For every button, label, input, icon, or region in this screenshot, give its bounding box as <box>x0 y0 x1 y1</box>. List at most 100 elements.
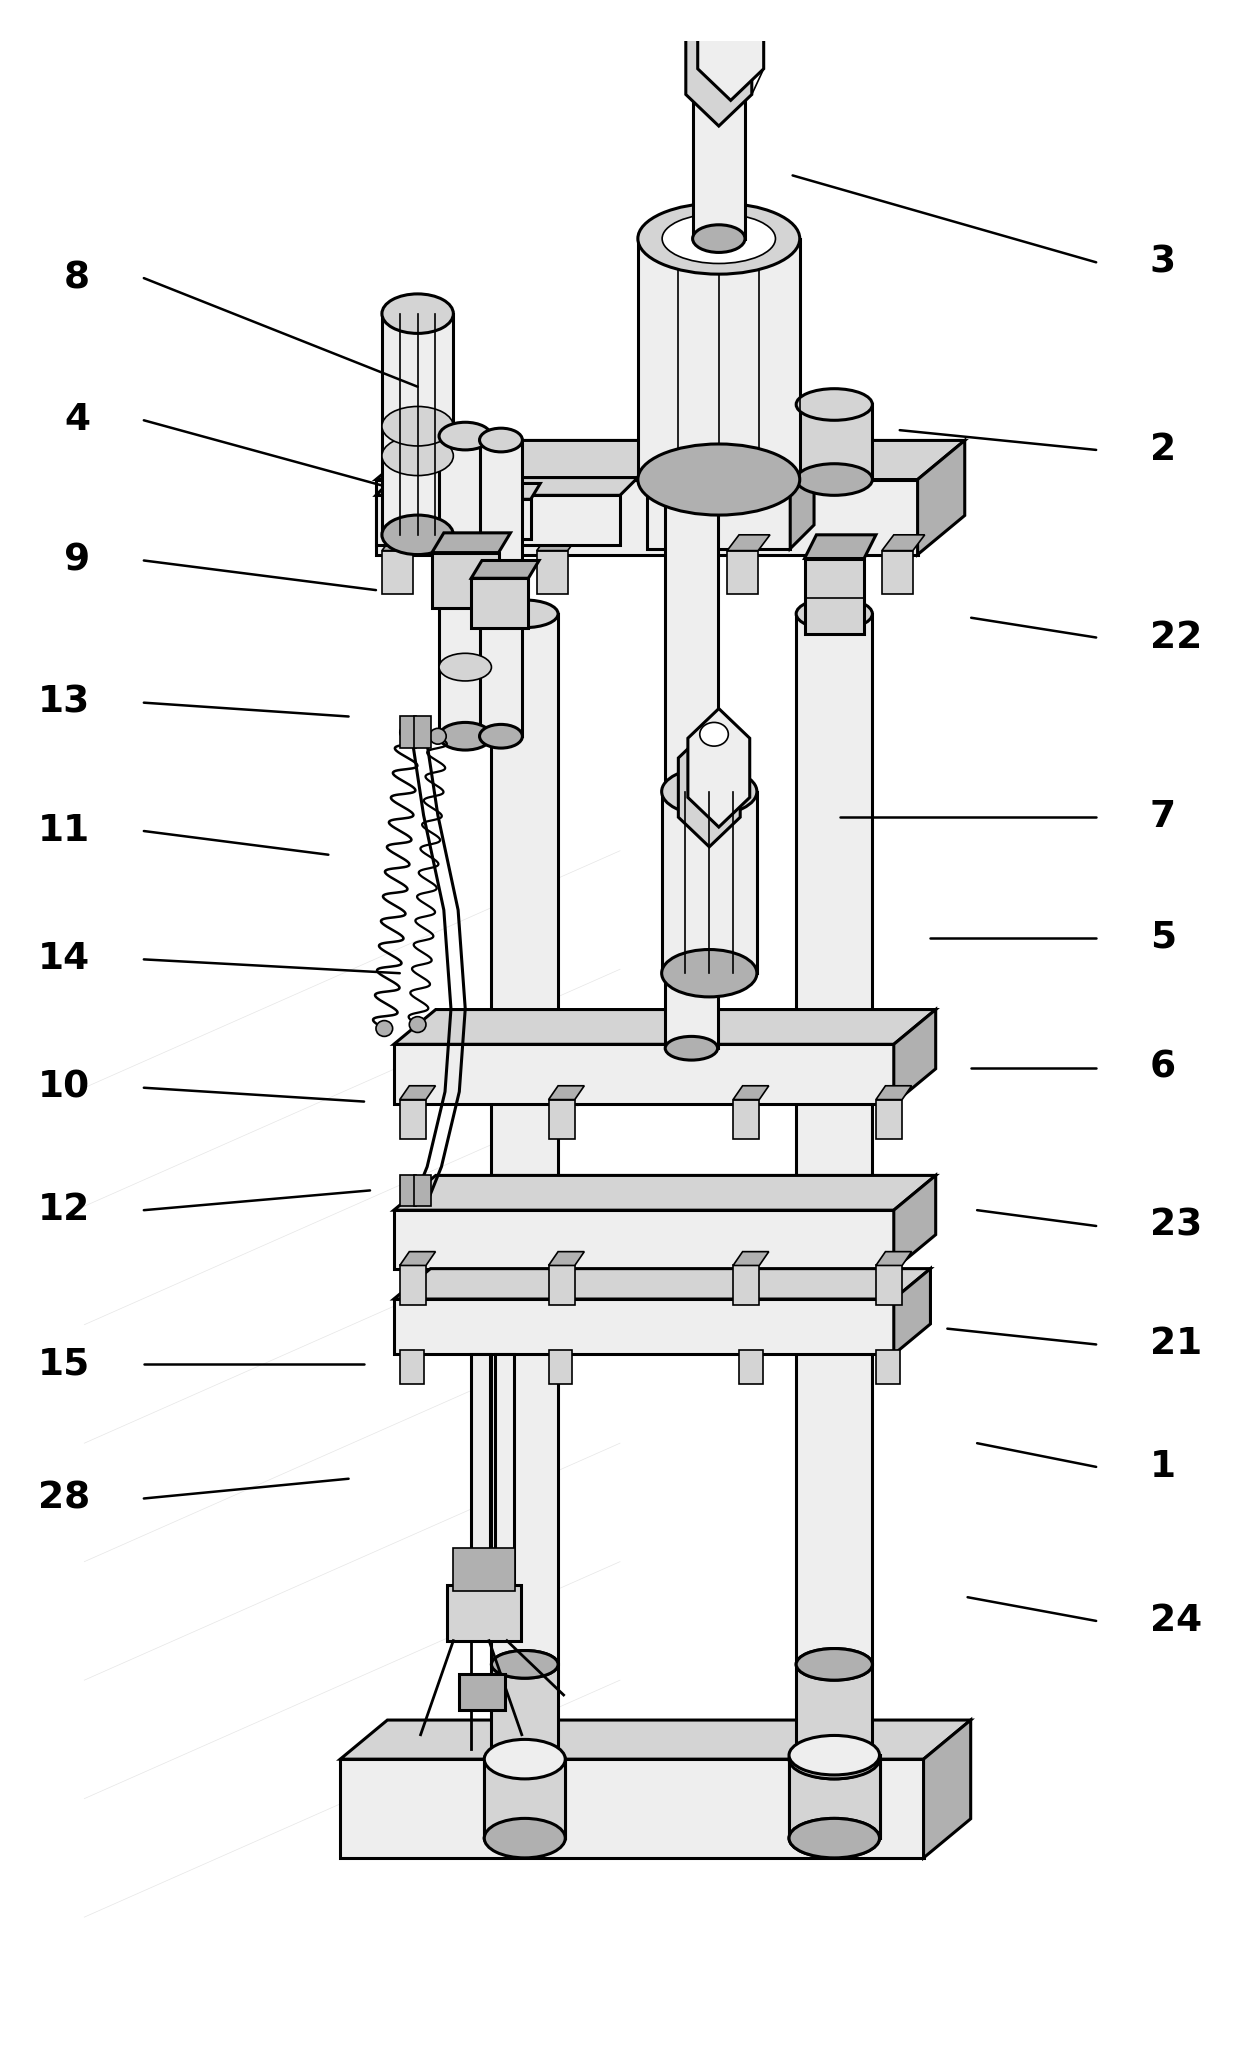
Polygon shape <box>548 1251 584 1265</box>
Bar <box>875 1100 903 1140</box>
Ellipse shape <box>382 436 454 475</box>
Bar <box>637 239 800 479</box>
Polygon shape <box>678 728 740 847</box>
Text: 23: 23 <box>1149 1207 1202 1244</box>
Ellipse shape <box>789 1818 879 1857</box>
Bar <box>789 1755 879 1839</box>
Ellipse shape <box>662 950 756 998</box>
Bar <box>399 1175 417 1205</box>
Bar <box>399 1100 427 1140</box>
Polygon shape <box>471 560 539 578</box>
Bar <box>388 500 531 539</box>
Ellipse shape <box>485 1818 565 1857</box>
Text: 6: 6 <box>1149 1049 1176 1086</box>
Text: 12: 12 <box>38 1193 91 1228</box>
Ellipse shape <box>439 422 491 450</box>
Text: 5: 5 <box>1149 919 1176 957</box>
Polygon shape <box>727 535 770 551</box>
Text: 11: 11 <box>38 813 91 850</box>
Text: 21: 21 <box>1149 1327 1202 1362</box>
Polygon shape <box>394 1175 936 1210</box>
Bar <box>471 578 528 627</box>
Bar <box>875 1265 903 1304</box>
Ellipse shape <box>796 599 873 629</box>
Bar <box>739 1349 763 1384</box>
Bar <box>414 1175 430 1205</box>
Bar <box>432 553 498 609</box>
Bar <box>796 613 873 1664</box>
Bar <box>537 551 568 594</box>
Bar <box>448 1586 521 1641</box>
Polygon shape <box>686 0 751 125</box>
Ellipse shape <box>485 1740 565 1779</box>
Ellipse shape <box>789 1740 879 1779</box>
Bar <box>480 440 522 736</box>
Polygon shape <box>894 1269 930 1354</box>
Ellipse shape <box>491 1650 558 1679</box>
Ellipse shape <box>796 463 873 496</box>
Ellipse shape <box>376 1020 393 1037</box>
Polygon shape <box>382 535 425 551</box>
Polygon shape <box>805 535 875 560</box>
Text: 4: 4 <box>64 403 91 438</box>
Ellipse shape <box>789 1736 879 1775</box>
Ellipse shape <box>485 1823 565 1853</box>
Ellipse shape <box>382 407 454 446</box>
Ellipse shape <box>429 728 446 745</box>
Ellipse shape <box>665 1037 718 1059</box>
Ellipse shape <box>693 58 745 84</box>
Ellipse shape <box>480 724 522 749</box>
Bar <box>459 1674 505 1709</box>
Text: 3: 3 <box>1149 245 1176 280</box>
Polygon shape <box>875 1251 911 1265</box>
Polygon shape <box>394 1300 894 1354</box>
Ellipse shape <box>491 1650 558 1679</box>
Ellipse shape <box>382 514 454 555</box>
Bar <box>727 551 758 594</box>
Polygon shape <box>894 1175 936 1269</box>
Ellipse shape <box>439 722 491 751</box>
Text: 2: 2 <box>1149 432 1176 467</box>
Text: 9: 9 <box>64 543 91 578</box>
Text: 15: 15 <box>38 1345 91 1382</box>
Ellipse shape <box>708 0 742 16</box>
Polygon shape <box>376 440 965 479</box>
Polygon shape <box>698 0 764 101</box>
Polygon shape <box>388 483 541 500</box>
Ellipse shape <box>662 767 756 815</box>
Polygon shape <box>647 479 790 549</box>
Bar <box>399 1349 424 1384</box>
Ellipse shape <box>796 1648 873 1681</box>
Bar <box>491 613 558 1664</box>
Bar <box>399 1265 427 1304</box>
Polygon shape <box>647 457 813 479</box>
Ellipse shape <box>491 601 558 627</box>
Text: 13: 13 <box>38 685 91 720</box>
Polygon shape <box>537 535 579 551</box>
Bar <box>789 1759 879 1839</box>
Polygon shape <box>733 1086 769 1100</box>
Bar <box>382 551 413 594</box>
Polygon shape <box>733 1251 769 1265</box>
Polygon shape <box>394 1210 894 1269</box>
Polygon shape <box>394 1010 936 1045</box>
Polygon shape <box>548 1086 584 1100</box>
Polygon shape <box>399 1251 435 1265</box>
Ellipse shape <box>637 444 800 514</box>
Polygon shape <box>376 496 620 545</box>
Ellipse shape <box>409 1016 427 1033</box>
Text: 22: 22 <box>1149 619 1202 656</box>
Bar <box>471 1354 490 1592</box>
Bar <box>875 1349 900 1384</box>
Polygon shape <box>882 535 925 551</box>
Polygon shape <box>340 1759 924 1857</box>
Bar <box>665 479 718 1049</box>
Polygon shape <box>894 1010 936 1103</box>
Text: 1: 1 <box>1149 1448 1176 1485</box>
Polygon shape <box>918 440 965 555</box>
Bar <box>548 1349 573 1384</box>
Ellipse shape <box>491 1748 558 1777</box>
Polygon shape <box>924 1720 971 1857</box>
Ellipse shape <box>662 214 775 263</box>
Bar <box>882 551 913 594</box>
